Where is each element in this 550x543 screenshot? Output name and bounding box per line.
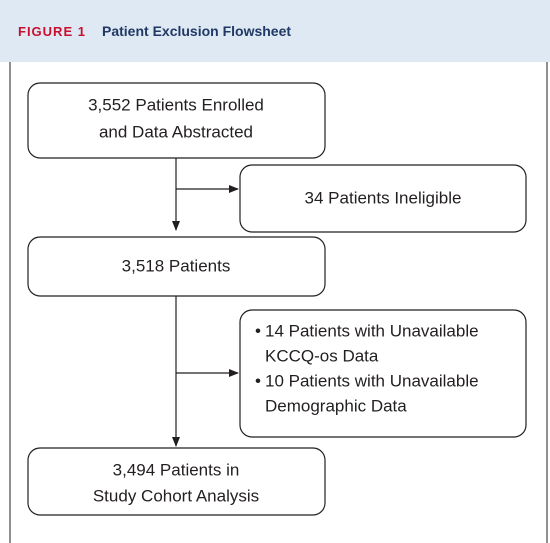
node-box (239, 164, 527, 233)
bullet: • (255, 321, 261, 340)
figure-title: Patient Exclusion Flowsheet (102, 23, 291, 39)
node-text: 3,518 Patients (122, 256, 231, 275)
node-text: Demographic Data (265, 396, 407, 415)
node-text: KCCQ-os Data (265, 346, 379, 365)
node-text: Study Cohort Analysis (93, 486, 259, 505)
node-text: 34 Patients Ineligible (305, 188, 462, 207)
node-text: 14 Patients with Unavailable (265, 321, 479, 340)
node-text: 10 Patients with Unavailable (265, 371, 479, 390)
node-box (27, 82, 326, 159)
header-band (0, 0, 550, 62)
bullet: • (255, 371, 261, 390)
node-box (27, 236, 326, 297)
node-text: 3,552 Patients Enrolled (88, 95, 264, 114)
figure-label: FIGURE 1 (18, 24, 86, 39)
node-text: and Data Abstracted (99, 122, 253, 141)
node-box (27, 447, 326, 516)
node-text: 3,494 Patients in (113, 460, 240, 479)
node-box (239, 309, 527, 438)
